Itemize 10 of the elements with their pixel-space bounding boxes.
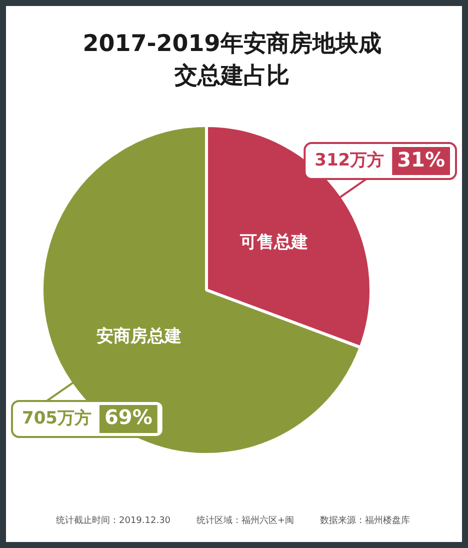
source-note: 数据来源：福州楼盘库 bbox=[320, 514, 410, 527]
text: 31% bbox=[397, 147, 446, 172]
data-label: 705万方 bbox=[22, 408, 92, 428]
text: 统计截止时间：2019.12.30 bbox=[56, 514, 171, 527]
text: 统计区域：福州六区+闽 bbox=[196, 514, 294, 527]
slice-label: 可售总建 bbox=[239, 232, 308, 253]
chart-title: 2017-2019年安商房地块成交总建占比 bbox=[82, 30, 382, 91]
text: 69% bbox=[104, 405, 152, 430]
slice-label: 安商房总建 bbox=[96, 326, 182, 346]
data-label: 312万方 bbox=[314, 150, 384, 170]
